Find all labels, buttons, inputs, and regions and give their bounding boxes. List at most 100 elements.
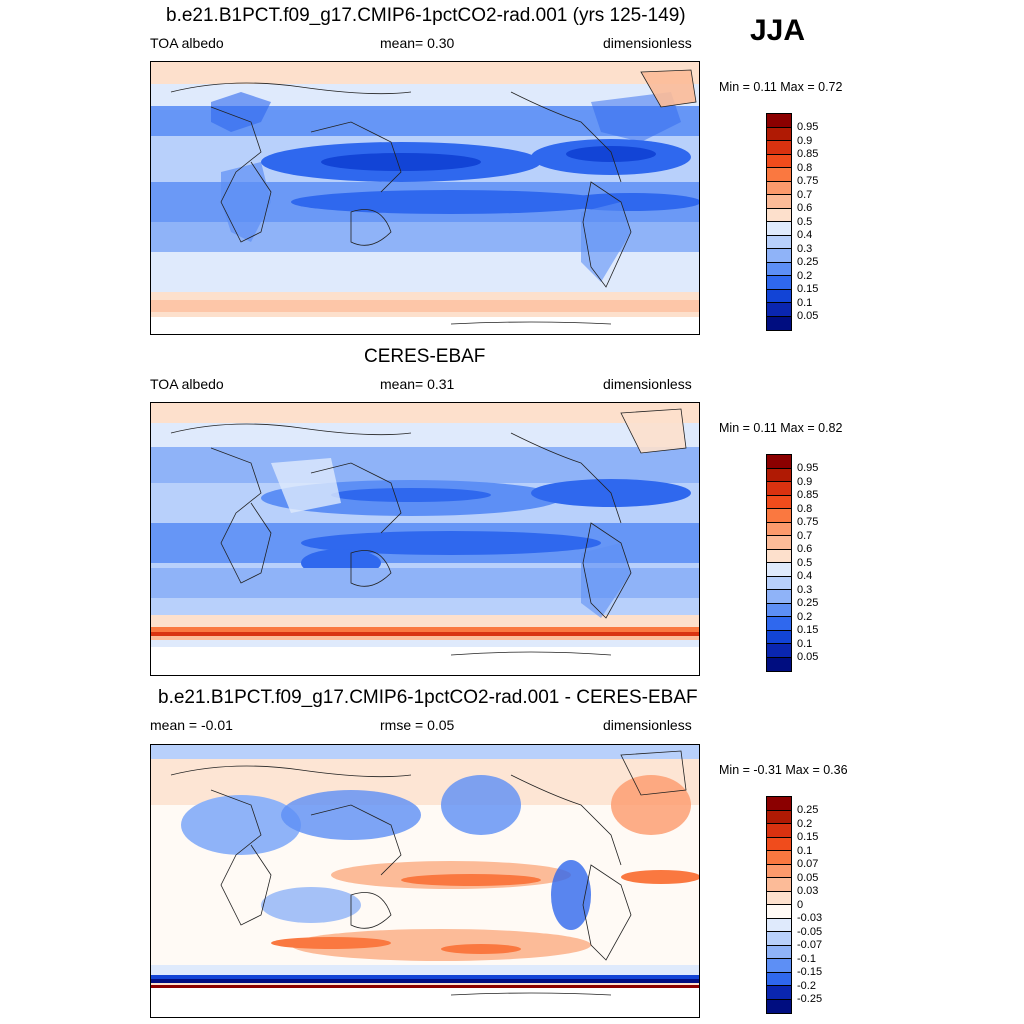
colorbar-swatch	[767, 249, 791, 263]
colorbar-tick-label: 0.75	[797, 516, 819, 528]
colorbar-swatch	[767, 932, 791, 946]
colorbar-tick-label: -0.25	[797, 993, 823, 1005]
colorbar-swatch	[767, 603, 791, 617]
colorbar-swatch	[767, 181, 791, 195]
colorbar-swatch	[767, 208, 791, 222]
panel2-colorbar	[766, 454, 792, 672]
colorbar-swatch	[767, 986, 791, 1000]
panel3-mean-label: mean = -0.01	[150, 717, 233, 733]
colorbar-tick-label: 0.1	[797, 637, 813, 650]
colorbar-tick-label: 0.9	[797, 134, 813, 147]
colorbar-tick-label: 0.6	[797, 202, 813, 214]
colorbar-swatch	[767, 851, 791, 865]
panel2-variable-label: TOA albedo	[150, 376, 224, 392]
colorbar-tick-label: 0.8	[797, 502, 813, 515]
panel3-colorbar	[766, 796, 792, 1014]
colorbar-swatch	[767, 918, 791, 932]
colorbar-tick-label: -0.03	[797, 912, 823, 924]
colorbar-tick-label: 0.1	[797, 296, 813, 309]
colorbar-swatch	[767, 154, 791, 168]
colorbar-tick-label: 0.15	[797, 831, 819, 843]
colorbar-tick-label: 0.05	[797, 310, 819, 322]
colorbar-swatch	[767, 630, 791, 644]
colorbar-swatch	[767, 495, 791, 509]
colorbar-tick-label: 0.4	[797, 229, 813, 241]
colorbar-tick-label: 0.03	[797, 885, 819, 897]
colorbar-swatch	[767, 576, 791, 590]
colorbar-tick-label: 0.25	[797, 597, 819, 609]
colorbar-swatch	[767, 276, 791, 290]
colorbar-swatch	[767, 878, 791, 892]
panel1-units-label: dimensionless	[603, 35, 692, 51]
colorbar-swatch	[767, 617, 791, 631]
colorbar-swatch	[767, 316, 791, 330]
colorbar-tick-label: 0.5	[797, 215, 813, 228]
colorbar-tick-label: 0.05	[797, 651, 819, 663]
colorbar-tick-label: 0.85	[797, 148, 819, 160]
panel2-minmax: Min = 0.11 Max = 0.82	[719, 421, 843, 435]
panel2-mean-label: mean= 0.31	[380, 376, 455, 392]
colorbar-swatch	[767, 168, 791, 182]
panel3-minmax: Min = -0.31 Max = 0.36	[719, 763, 848, 777]
panel2-title: CERES-EBAF	[364, 346, 486, 367]
colorbar-swatch	[767, 455, 791, 469]
colorbar-swatch	[767, 797, 791, 811]
panel1-title: b.e21.B1PCT.f09_g17.CMIP6-1pctCO2-rad.00…	[166, 5, 686, 26]
colorbar-tick-label: 0.25	[797, 804, 819, 816]
colorbar-tick-label: 0.7	[797, 529, 813, 542]
colorbar-swatch	[767, 959, 791, 973]
colorbar-tick-label: 0.15	[797, 624, 819, 636]
colorbar-swatch	[767, 549, 791, 563]
colorbar-swatch	[767, 837, 791, 851]
colorbar-swatch	[767, 657, 791, 671]
colorbar-tick-label: 0.2	[797, 610, 813, 623]
colorbar-tick-label: 0.6	[797, 543, 813, 555]
colorbar-tick-label: -0.2	[797, 979, 816, 992]
colorbar-swatch	[767, 824, 791, 838]
panel1-minmax: Min = 0.11 Max = 0.72	[719, 80, 843, 94]
colorbar-swatch	[767, 114, 791, 128]
panel3-title: b.e21.B1PCT.f09_g17.CMIP6-1pctCO2-rad.00…	[158, 687, 698, 708]
colorbar-tick-label: 0.5	[797, 556, 813, 569]
panel3-units-label: dimensionless	[603, 717, 692, 733]
panel1-map	[150, 61, 700, 335]
colorbar-tick-label: 0.25	[797, 256, 819, 268]
colorbar-tick-label: 0.9	[797, 475, 813, 488]
colorbar-swatch	[767, 891, 791, 905]
colorbar-tick-label: 0.07	[797, 858, 819, 870]
colorbar-tick-label: 0.05	[797, 871, 819, 884]
colorbar-tick-label: 0.3	[797, 583, 813, 596]
season-label: JJA	[750, 14, 806, 47]
colorbar-swatch	[767, 482, 791, 496]
colorbar-swatch	[767, 864, 791, 878]
panel2-units-label: dimensionless	[603, 376, 692, 392]
colorbar-tick-label: -0.1	[797, 952, 816, 965]
colorbar-swatch	[767, 945, 791, 959]
panel1-variable-label: TOA albedo	[150, 35, 224, 51]
colorbar-tick-label: 0.95	[797, 462, 819, 474]
colorbar-swatch	[767, 536, 791, 550]
colorbar-swatch	[767, 644, 791, 658]
panel1-mean-label: mean= 0.30	[380, 35, 455, 51]
panel3-rmse-label: rmse = 0.05	[380, 717, 455, 733]
colorbar-tick-label: 0.2	[797, 269, 813, 282]
colorbar-tick-label: 0	[797, 898, 804, 911]
colorbar-tick-label: 0.3	[797, 242, 813, 255]
colorbar-swatch	[767, 141, 791, 155]
colorbar-tick-label: -0.07	[797, 939, 823, 951]
colorbar-swatch	[767, 235, 791, 249]
colorbar-tick-label: 0.85	[797, 489, 819, 501]
colorbar-swatch	[767, 972, 791, 986]
colorbar-tick-label: 0.1	[797, 844, 813, 857]
colorbar-swatch	[767, 289, 791, 303]
colorbar-swatch	[767, 468, 791, 482]
colorbar-swatch	[767, 262, 791, 276]
colorbar-tick-label: 0.7	[797, 188, 813, 201]
colorbar-swatch	[767, 222, 791, 236]
colorbar-swatch	[767, 563, 791, 577]
colorbar-swatch	[767, 905, 791, 919]
colorbar-swatch	[767, 590, 791, 604]
colorbar-tick-label: 0.15	[797, 283, 819, 295]
colorbar-swatch	[767, 810, 791, 824]
colorbar-tick-label: 0.8	[797, 161, 813, 174]
